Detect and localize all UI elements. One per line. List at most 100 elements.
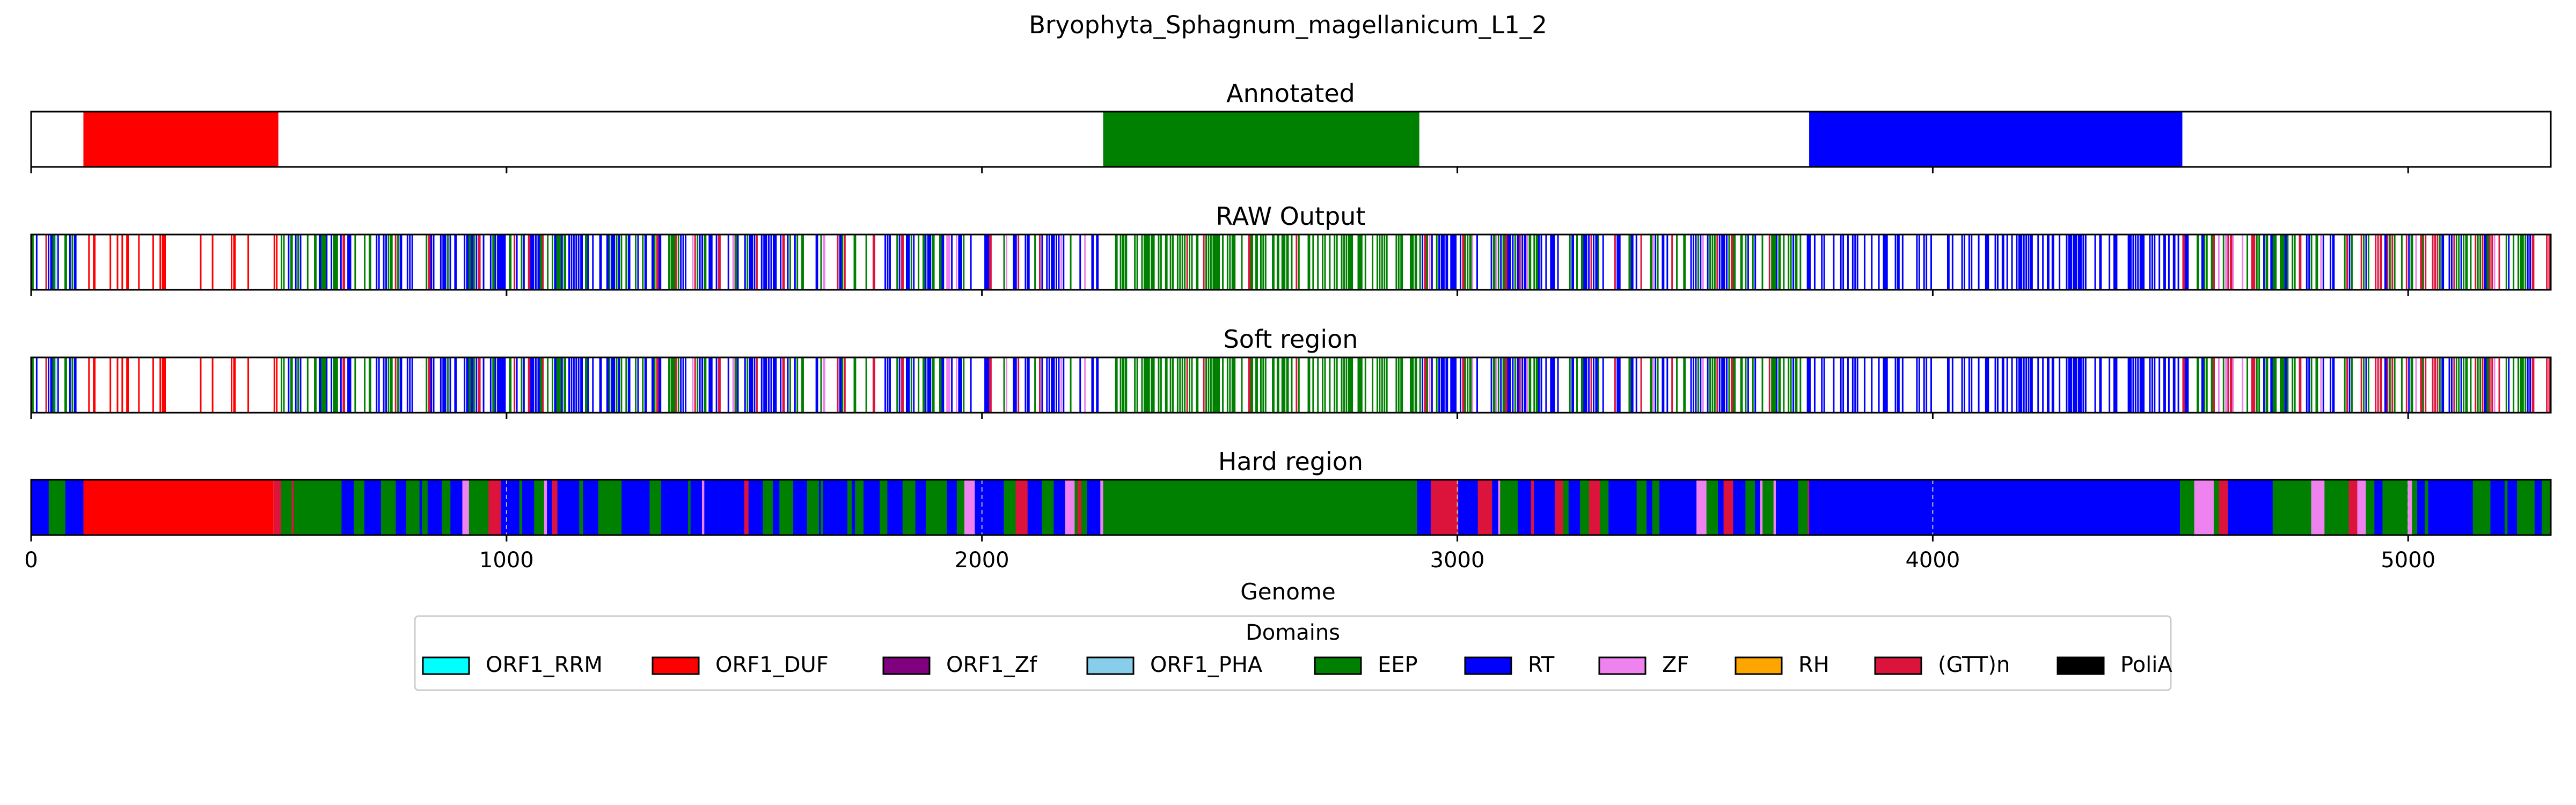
domain-stripe xyxy=(1517,357,1520,413)
domain-stripe xyxy=(2410,235,2413,290)
domain-stripe xyxy=(1255,357,1258,413)
domain-stripe xyxy=(397,357,399,413)
domain-stripe xyxy=(532,357,535,413)
domain-stripe xyxy=(1291,357,1293,413)
domain-block xyxy=(302,480,309,535)
domain-stripe xyxy=(1821,357,1823,413)
domain-stripe xyxy=(1364,357,1366,413)
domain-stripe xyxy=(1384,357,1386,413)
track-marks xyxy=(31,357,2550,413)
domain-stripe xyxy=(599,357,602,413)
legend-frame xyxy=(414,615,2172,691)
domain-stripe xyxy=(93,357,96,413)
domain-stripe xyxy=(1833,235,1835,290)
domain-stripe xyxy=(1214,357,1218,413)
domain-stripe xyxy=(2344,235,2346,290)
domain-stripe xyxy=(2439,357,2441,413)
domain-stripe xyxy=(1630,357,1634,413)
domain-stripe xyxy=(711,357,713,413)
domain-stripe xyxy=(872,357,875,413)
domain-stripe xyxy=(2548,235,2550,290)
domain-stripe xyxy=(1978,235,1980,290)
domain-stripe xyxy=(323,357,326,413)
domain-block xyxy=(1682,480,1697,535)
domain-stripe xyxy=(2116,357,2118,413)
domain-stripe xyxy=(1272,235,1275,290)
domain-stripe xyxy=(2284,357,2287,413)
domain-stripe xyxy=(1745,235,1747,290)
domain-block xyxy=(720,480,733,535)
domain-block xyxy=(1087,480,1097,535)
domain-stripe xyxy=(1662,357,1665,413)
domain-stripe xyxy=(516,235,518,290)
domain-stripe xyxy=(2441,357,2445,413)
domain-stripe xyxy=(611,357,614,413)
domain-stripe xyxy=(1034,357,1036,413)
track-frame xyxy=(30,233,2552,291)
domain-stripe xyxy=(2256,235,2258,290)
domain-stripe xyxy=(509,235,512,290)
domain-stripe xyxy=(922,357,925,413)
domain-stripe xyxy=(1063,235,1065,290)
domain-stripe xyxy=(442,235,445,290)
domain-stripe xyxy=(2227,235,2229,290)
domain-stripe xyxy=(1467,357,1469,413)
domain-stripe xyxy=(1276,357,1279,413)
domain-stripe xyxy=(494,235,496,290)
domain-stripe xyxy=(2099,235,2102,290)
domain-stripe xyxy=(1492,357,1496,413)
domain-stripe xyxy=(2524,235,2527,290)
domain-block xyxy=(2393,480,2408,535)
domain-stripe xyxy=(1455,357,1457,413)
domain-stripe xyxy=(905,357,909,413)
domain-stripe xyxy=(682,357,684,413)
domain-stripe xyxy=(478,357,481,413)
legend-label: ORF1_Zf xyxy=(946,653,1037,677)
domain-stripe xyxy=(575,357,577,413)
domain-stripe xyxy=(887,235,889,290)
domain-stripe xyxy=(464,235,466,290)
domain-stripe xyxy=(704,235,707,290)
domain-block xyxy=(915,480,926,535)
domain-block xyxy=(752,480,755,535)
domain-stripe xyxy=(2127,235,2131,290)
domain-stripe xyxy=(1217,235,1220,290)
domain-stripe xyxy=(409,357,411,413)
domain-stripe xyxy=(1833,357,1835,413)
domain-stripe xyxy=(1041,235,1043,290)
domain-stripe xyxy=(1666,235,1668,290)
domain-stripe xyxy=(1580,357,1584,413)
domain-stripe xyxy=(692,235,694,290)
domain-stripe xyxy=(1695,357,1697,413)
domain-stripe xyxy=(376,235,378,290)
domain-stripe xyxy=(1024,357,1027,413)
domain-stripe xyxy=(770,357,772,413)
domain-stripe xyxy=(2142,235,2145,290)
domain-block xyxy=(2311,480,2325,535)
domain-stripe xyxy=(941,357,945,413)
domain-stripe xyxy=(2206,357,2208,413)
domain-stripe xyxy=(1754,357,1757,413)
domain-stripe xyxy=(1916,235,1918,290)
domain-block xyxy=(1760,480,1763,535)
domain-stripe xyxy=(364,357,366,413)
domain-stripe xyxy=(2420,357,2423,413)
domain-stripe xyxy=(2265,235,2268,290)
domain-stripe xyxy=(2132,235,2134,290)
domain-stripe xyxy=(1711,235,1714,290)
domain-stripe xyxy=(2287,235,2289,290)
domain-stripe xyxy=(872,235,875,290)
domain-stripe xyxy=(1379,235,1381,290)
domain-stripe xyxy=(1229,235,1231,290)
domain-block xyxy=(2382,480,2385,535)
domain-block xyxy=(1027,480,1033,535)
domain-stripe xyxy=(399,235,402,290)
domain-stripe xyxy=(2204,235,2206,290)
domain-stripe xyxy=(1003,357,1005,413)
domain-stripe xyxy=(1189,357,1191,413)
domain-stripe xyxy=(504,235,506,290)
domain-stripe xyxy=(2479,235,2482,290)
domain-stripe xyxy=(1519,357,1521,413)
tracks-area: Annotated RAW Output Soft region Hard regio… xyxy=(30,79,2552,541)
domain-stripe xyxy=(1324,235,1326,290)
